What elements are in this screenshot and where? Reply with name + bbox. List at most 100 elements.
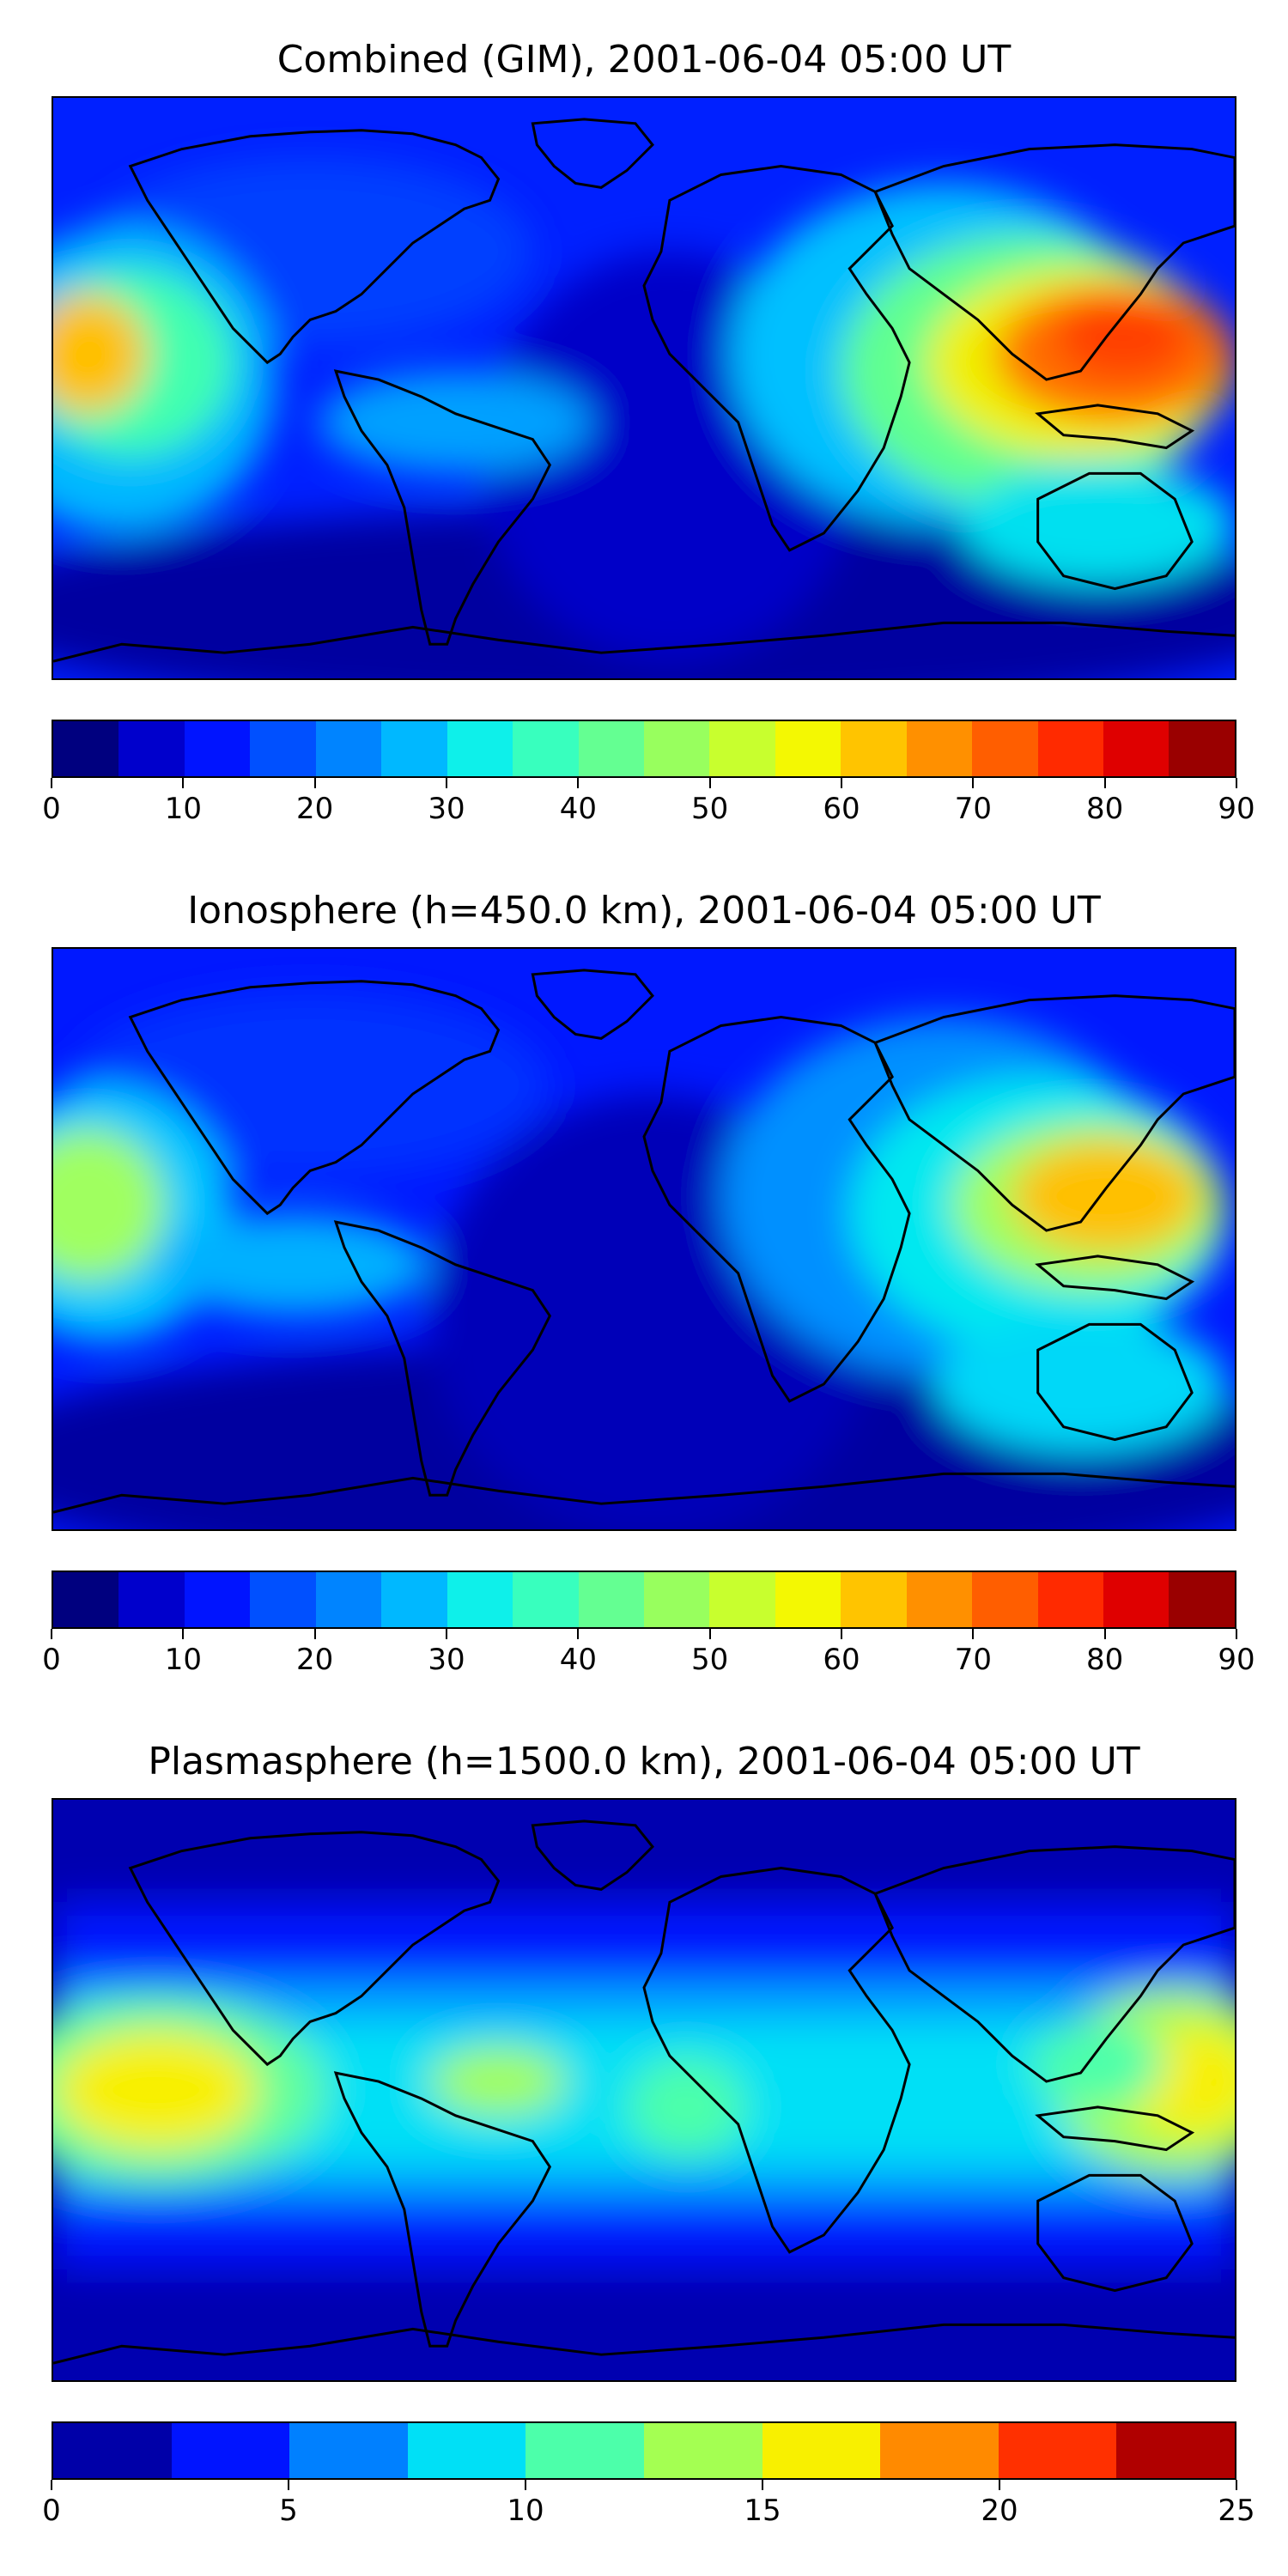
colorbar-segment bbox=[841, 1572, 907, 1627]
colorbar-tick bbox=[288, 2480, 289, 2490]
colorbar-tick-label: 30 bbox=[428, 1643, 465, 1677]
colorbar-tick bbox=[999, 2480, 1000, 2490]
panel-3-colorbar-ticks: 0 5 10 15 20 25 bbox=[42, 2480, 1255, 2531]
colorbar-tick bbox=[972, 778, 975, 788]
colorbar-segment bbox=[315, 721, 382, 776]
colorbar-tick-label: 90 bbox=[1218, 1643, 1255, 1677]
colorbar-segment bbox=[1103, 1572, 1170, 1627]
colorbar-segment bbox=[709, 1572, 775, 1627]
colorbar-tick bbox=[708, 1629, 711, 1639]
colorbar-tick-label: 40 bbox=[559, 1643, 597, 1677]
colorbar-segment bbox=[315, 1572, 382, 1627]
panel-1-title: Combined (GIM), 2001-06-04 05:00 UT bbox=[276, 38, 1012, 82]
colorbar-segment bbox=[906, 721, 973, 776]
colorbar-tick-label: 0 bbox=[42, 792, 61, 826]
colorbar-tick-label: 80 bbox=[1086, 792, 1124, 826]
colorbar-tick bbox=[51, 1629, 52, 1639]
colorbar-segment bbox=[709, 721, 775, 776]
colorbar-segment bbox=[880, 2423, 999, 2478]
colorbar-tick-label: 40 bbox=[559, 792, 597, 826]
colorbar-tick bbox=[841, 778, 842, 788]
colorbar-segment bbox=[906, 1572, 973, 1627]
colorbar-segment bbox=[578, 721, 644, 776]
panel-2-colorbar bbox=[52, 1571, 1236, 1629]
panel-3-title: Plasmasphere (h=1500.0 km), 2001-06-04 0… bbox=[148, 1740, 1140, 1783]
panel-2-title: Ionosphere (h=450.0 km), 2001-06-04 05:0… bbox=[187, 889, 1101, 933]
colorbar-tick bbox=[972, 1629, 975, 1639]
colorbar-tick bbox=[841, 1629, 842, 1639]
colorbar-segment bbox=[513, 1572, 579, 1627]
colorbar-tick bbox=[762, 2480, 763, 2490]
colorbar-segment bbox=[1116, 2423, 1235, 2478]
colorbar-segment bbox=[1169, 1572, 1235, 1627]
colorbar-tick-label: 50 bbox=[691, 792, 729, 826]
colorbar-tick-label: 10 bbox=[164, 1643, 202, 1677]
colorbar-segment bbox=[381, 1572, 447, 1627]
colorbar-tick bbox=[525, 2480, 526, 2490]
colorbar-segment bbox=[250, 1572, 316, 1627]
colorbar-tick bbox=[51, 778, 52, 788]
colorbar-segment bbox=[171, 2423, 290, 2478]
combined-tec-map bbox=[53, 98, 1235, 678]
colorbar-segment bbox=[1037, 721, 1103, 776]
panel-1-map bbox=[52, 96, 1236, 680]
colorbar-tick-label: 60 bbox=[823, 792, 860, 826]
colorbar-tick-label: 20 bbox=[981, 2494, 1018, 2528]
colorbar-segment bbox=[381, 721, 447, 776]
plasmasphere-tec-map bbox=[53, 1800, 1235, 2380]
colorbar-segment bbox=[841, 721, 907, 776]
colorbar-tick bbox=[1103, 778, 1106, 788]
colorbar-segment bbox=[53, 721, 119, 776]
panel-2-map bbox=[52, 947, 1236, 1531]
panel-3-colorbar bbox=[52, 2421, 1236, 2480]
colorbar-segment bbox=[118, 1572, 185, 1627]
colorbar-segment bbox=[250, 721, 316, 776]
colorbar-segment bbox=[775, 1572, 841, 1627]
panel-2-colorbar-ticks: 0 10 20 30 40 50 60 70 80 90 bbox=[42, 1629, 1255, 1680]
colorbar-segment bbox=[526, 2423, 644, 2478]
colorbar-tick-label: 0 bbox=[42, 1643, 61, 1677]
colorbar-tick bbox=[1236, 778, 1237, 788]
colorbar-tick bbox=[182, 778, 185, 788]
colorbar-segment bbox=[289, 2423, 408, 2478]
colorbar-tick bbox=[182, 1629, 185, 1639]
colorbar-segment bbox=[53, 2423, 172, 2478]
colorbar-tick-label: 15 bbox=[744, 2494, 781, 2528]
colorbar-tick bbox=[1236, 2480, 1237, 2490]
colorbar-segment bbox=[513, 721, 579, 776]
colorbar-segment bbox=[407, 2423, 526, 2478]
colorbar-segment bbox=[643, 721, 710, 776]
colorbar-tick-label: 10 bbox=[507, 2494, 544, 2528]
colorbar-segment bbox=[447, 1572, 513, 1627]
colorbar-tick-label: 20 bbox=[296, 1643, 334, 1677]
colorbar-tick-label: 90 bbox=[1218, 792, 1255, 826]
colorbar-segment bbox=[643, 2423, 762, 2478]
colorbar-tick bbox=[313, 778, 316, 788]
colorbar-tick bbox=[446, 1629, 447, 1639]
colorbar-tick bbox=[51, 2480, 52, 2490]
colorbar-tick-label: 30 bbox=[428, 792, 465, 826]
colorbar-tick-label: 70 bbox=[954, 792, 992, 826]
colorbar-tick-label: 70 bbox=[954, 1643, 992, 1677]
colorbar-segment bbox=[1037, 1572, 1103, 1627]
colorbar-segment bbox=[972, 1572, 1038, 1627]
colorbar-tick bbox=[446, 778, 447, 788]
colorbar-tick-label: 5 bbox=[279, 2494, 298, 2528]
colorbar-tick bbox=[1236, 1629, 1237, 1639]
colorbar-segment bbox=[1169, 721, 1235, 776]
colorbar-segment bbox=[578, 1572, 644, 1627]
panel-1-colorbar bbox=[52, 720, 1236, 778]
colorbar-tick-label: 10 bbox=[164, 792, 202, 826]
colorbar-tick-label: 0 bbox=[42, 2494, 61, 2528]
colorbar-tick bbox=[577, 778, 580, 788]
ionosphere-tec-map bbox=[53, 949, 1235, 1529]
colorbar-segment bbox=[775, 721, 841, 776]
colorbar-tick bbox=[313, 1629, 316, 1639]
colorbar-tick-label: 20 bbox=[296, 792, 334, 826]
colorbar-segment bbox=[118, 721, 185, 776]
colorbar-tick-label: 50 bbox=[691, 1643, 729, 1677]
colorbar-segment bbox=[762, 2423, 881, 2478]
colorbar-segment bbox=[184, 721, 251, 776]
colorbar-tick bbox=[1103, 1629, 1106, 1639]
colorbar-segment bbox=[447, 721, 513, 776]
